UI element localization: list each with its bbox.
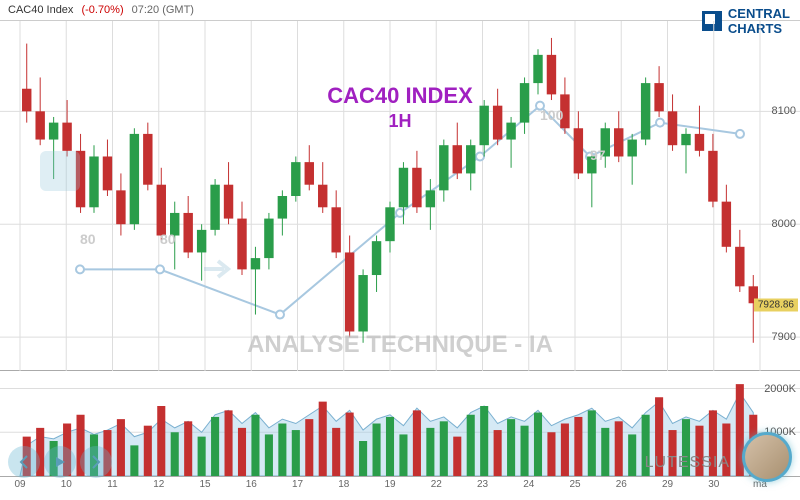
x-tick-label: 12 [153, 479, 164, 490]
y-tick-label: 8100 [772, 105, 796, 117]
x-tick-label: 29 [662, 479, 673, 490]
x-tick-label: 30 [708, 479, 719, 490]
current-price-tag: 7928.86 [754, 298, 798, 311]
x-tick-label: 23 [477, 479, 488, 490]
x-tick-label: 11 [107, 479, 117, 490]
logo-text-1: CENTRAL [728, 6, 790, 21]
x-tick-label: 24 [523, 479, 534, 490]
watermark-arrow-icon [200, 251, 236, 287]
price-chart[interactable]: CAC40 INDEX 1H ANALYSE TECHNIQUE - IA 79… [0, 21, 800, 371]
nav-prev-button[interactable] [8, 446, 40, 478]
index-name: CAC40 Index [8, 4, 73, 16]
watermark-number: 80 [160, 231, 176, 247]
watermark-icon [40, 151, 80, 191]
x-tick-label: 22 [431, 479, 442, 490]
x-tick-label: 26 [616, 479, 627, 490]
x-tick-label: 10 [61, 479, 72, 490]
candlestick-svg [0, 21, 800, 371]
timestamp: 07:20 (GMT) [132, 4, 194, 16]
x-tick-label: 16 [246, 479, 257, 490]
watermark-number: 97 [590, 147, 606, 163]
watermark-number: 80 [80, 231, 96, 247]
x-tick-label: 09 [14, 479, 25, 490]
watermark-text: ANALYSE TECHNIQUE - IA [247, 331, 553, 359]
nav-next-button[interactable] [80, 446, 112, 478]
y-tick-label: 7900 [772, 331, 796, 343]
brand-text: LUTESSIA [645, 454, 730, 472]
y-tick-label: 8000 [772, 218, 796, 230]
chart-subtitle: 1H [388, 111, 411, 132]
x-axis: 09101112151617181922232425262930ma [0, 476, 800, 496]
x-tick-label: 25 [569, 479, 580, 490]
chart-header: CAC40 Index (-0.70%) 07:20 (GMT) [0, 0, 800, 21]
watermark-number: 100 [540, 107, 563, 123]
avatar-icon[interactable] [742, 432, 792, 482]
chart-title: CAC40 INDEX [327, 83, 472, 109]
pct-change: (-0.70%) [81, 4, 123, 16]
volume-tick-label: 2000K [764, 383, 796, 395]
x-tick-label: 17 [292, 479, 303, 490]
x-tick-label: 18 [338, 479, 349, 490]
x-tick-label: 15 [199, 479, 210, 490]
nav-play-button[interactable] [44, 446, 76, 478]
x-tick-label: 19 [384, 479, 395, 490]
